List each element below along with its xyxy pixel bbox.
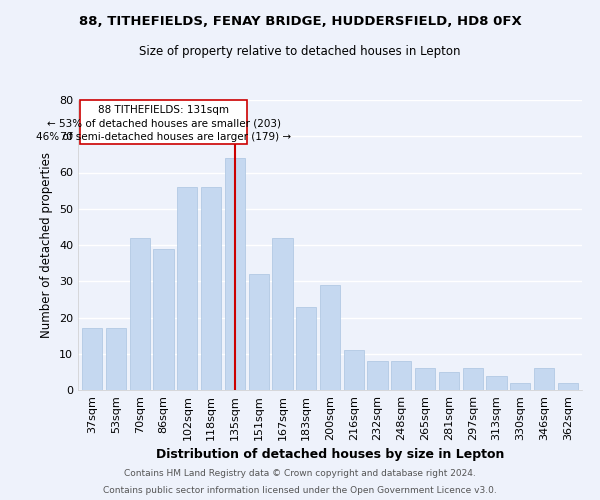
Bar	[463, 368, 483, 390]
Text: 46% of semi-detached houses are larger (179) →: 46% of semi-detached houses are larger (…	[36, 132, 291, 142]
Text: ← 53% of detached houses are smaller (203): ← 53% of detached houses are smaller (20…	[47, 119, 281, 129]
Bar	[367, 361, 388, 390]
Bar	[201, 187, 221, 390]
Bar	[557, 383, 578, 390]
Bar	[154, 248, 173, 390]
Bar	[272, 238, 293, 390]
Bar	[534, 368, 554, 390]
Bar	[391, 361, 412, 390]
Bar	[415, 368, 435, 390]
Bar	[296, 306, 316, 390]
Text: Size of property relative to detached houses in Lepton: Size of property relative to detached ho…	[139, 45, 461, 58]
Bar	[177, 187, 197, 390]
FancyBboxPatch shape	[80, 100, 247, 144]
Bar	[487, 376, 506, 390]
Text: 88, TITHEFIELDS, FENAY BRIDGE, HUDDERSFIELD, HD8 0FX: 88, TITHEFIELDS, FENAY BRIDGE, HUDDERSFI…	[79, 15, 521, 28]
Bar	[106, 328, 126, 390]
Text: Contains public sector information licensed under the Open Government Licence v3: Contains public sector information licen…	[103, 486, 497, 495]
Text: Contains HM Land Registry data © Crown copyright and database right 2024.: Contains HM Land Registry data © Crown c…	[124, 468, 476, 477]
Y-axis label: Number of detached properties: Number of detached properties	[40, 152, 53, 338]
Bar	[248, 274, 269, 390]
Text: 88 TITHEFIELDS: 131sqm: 88 TITHEFIELDS: 131sqm	[98, 106, 229, 116]
Bar	[510, 383, 530, 390]
Bar	[320, 285, 340, 390]
Bar	[225, 158, 245, 390]
Bar	[344, 350, 364, 390]
Bar	[82, 328, 103, 390]
Bar	[130, 238, 150, 390]
X-axis label: Distribution of detached houses by size in Lepton: Distribution of detached houses by size …	[156, 448, 504, 462]
Bar	[439, 372, 459, 390]
